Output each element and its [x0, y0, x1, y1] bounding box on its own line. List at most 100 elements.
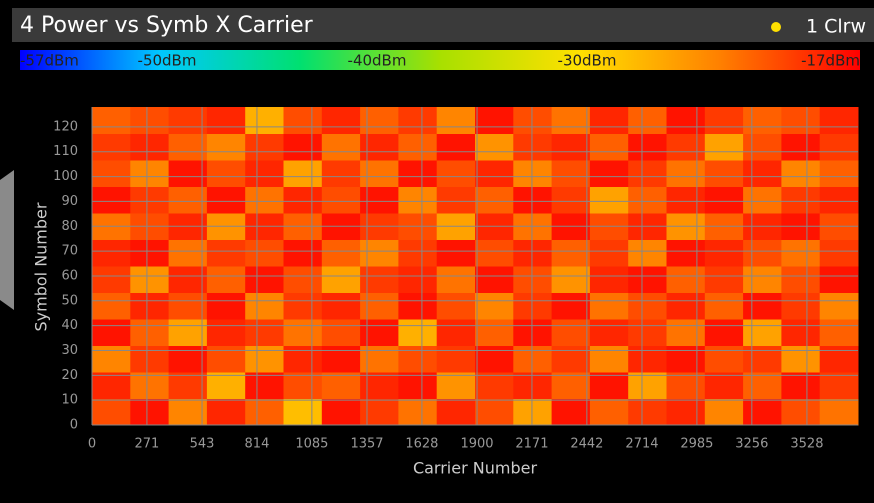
- heatmap-cell: [207, 134, 246, 161]
- heatmap-cell: [284, 240, 323, 267]
- heatmap-cell: [552, 134, 591, 161]
- heatmap-cell: [628, 107, 667, 134]
- heatmap-cell: [360, 399, 399, 426]
- heatmap-cell: [475, 293, 514, 320]
- heatmap-cell: [322, 266, 361, 293]
- y-tick-label: 70: [61, 244, 78, 259]
- heatmap-cell: [92, 293, 131, 320]
- heatmap-cell: [590, 160, 629, 187]
- heatmap-cell: [820, 187, 859, 214]
- heatmap-cell: [705, 134, 744, 161]
- heatmap-cell: [820, 293, 859, 320]
- heatmap-cell: [552, 346, 591, 373]
- heatmap-cell: [130, 293, 169, 320]
- y-axis-label: Symbol Number: [32, 202, 51, 331]
- heatmap-cell: [475, 107, 514, 134]
- heatmap-cell: [705, 293, 744, 320]
- heatmap-cell: [130, 372, 169, 399]
- heatmap-cell: [552, 107, 591, 134]
- x-tick-label: 3528: [790, 437, 823, 452]
- heatmap-cell: [820, 107, 859, 134]
- heatmap-cell: [590, 107, 629, 134]
- colorbar-tick-label: -40dBm: [348, 52, 407, 70]
- heatmap-cell: [590, 346, 629, 373]
- heatmap-cell: [322, 240, 361, 267]
- y-tick-label: 50: [61, 293, 78, 308]
- y-tick-label: 80: [61, 219, 78, 234]
- x-tick-label: 2985: [680, 437, 713, 452]
- heatmap-cell: [130, 319, 169, 346]
- colorbar-tick-label: -17dBm: [801, 52, 860, 70]
- heatmap-cell: [781, 372, 820, 399]
- heatmap-cell: [475, 134, 514, 161]
- heatmap-cell: [513, 266, 552, 293]
- heatmap-cell: [590, 240, 629, 267]
- heatmap-cell: [628, 372, 667, 399]
- heatmap-cell: [284, 160, 323, 187]
- heatmap-cell: [781, 293, 820, 320]
- heatmap-cell: [437, 399, 476, 426]
- heatmap-cell: [207, 319, 246, 346]
- heatmap-cell: [705, 160, 744, 187]
- heatmap-cell: [628, 319, 667, 346]
- heatmap-cell: [628, 160, 667, 187]
- page: 4 Power vs Symb X Carrier 1 Clrw Carrier…: [0, 0, 874, 503]
- heatmap-cell: [245, 346, 284, 373]
- heatmap-cell: [322, 187, 361, 214]
- heatmap-cell: [475, 319, 514, 346]
- heatmap-cell: [207, 107, 246, 134]
- x-tick-label: 543: [190, 437, 215, 452]
- heatmap-cell: [781, 160, 820, 187]
- heatmap-cell: [398, 293, 437, 320]
- heatmap-cell: [130, 187, 169, 214]
- heatmap-cell: [437, 107, 476, 134]
- heatmap-cell: [705, 266, 744, 293]
- heatmap-cell: [667, 372, 706, 399]
- y-tick-label: 90: [61, 194, 78, 209]
- heatmap-cell: [781, 240, 820, 267]
- trace-label: 1 Clrw: [806, 16, 866, 38]
- heatmap-cell: [92, 160, 131, 187]
- heatmap-cell: [437, 240, 476, 267]
- heatmap-cell: [820, 346, 859, 373]
- heatmap-cell: [513, 399, 552, 426]
- heatmap-cell: [552, 187, 591, 214]
- heatmap-cell: [475, 399, 514, 426]
- y-tick-label: 10: [61, 393, 78, 408]
- heatmap-cell: [398, 160, 437, 187]
- heatmap-cell: [705, 319, 744, 346]
- heatmap-cell: [245, 160, 284, 187]
- heatmap-cell: [590, 399, 629, 426]
- heatmap-cell: [667, 107, 706, 134]
- heatmap-cell: [130, 399, 169, 426]
- heatmap-cell: [437, 160, 476, 187]
- chart: 4 Power vs Symb X Carrier 1 Clrw Carrier…: [0, 0, 874, 503]
- heatmap-cell: [743, 160, 782, 187]
- heatmap-cell: [437, 346, 476, 373]
- y-tick-label: 20: [61, 368, 78, 383]
- heatmap-cell: [667, 293, 706, 320]
- colorbar-tick-label: -50dBm: [138, 52, 197, 70]
- heatmap-cell: [552, 266, 591, 293]
- side-tab: [0, 170, 14, 310]
- heatmap-cell: [245, 107, 284, 134]
- heatmap-cell: [743, 372, 782, 399]
- heatmap-cell: [705, 240, 744, 267]
- heatmap-cell: [590, 319, 629, 346]
- heatmap-cell: [207, 372, 246, 399]
- heatmap-cell: [322, 372, 361, 399]
- heatmap-cell: [92, 319, 131, 346]
- heatmap-cell: [322, 160, 361, 187]
- y-tick-label: 40: [61, 318, 78, 333]
- heatmap-cell: [667, 266, 706, 293]
- heatmap-cell: [513, 240, 552, 267]
- heatmap-cell: [513, 107, 552, 134]
- y-tick-label: 30: [61, 343, 78, 358]
- heatmap-cell: [92, 266, 131, 293]
- colorbar-tick-label: -30dBm: [558, 52, 617, 70]
- heatmap-cell: [360, 319, 399, 346]
- heatmap-cell: [207, 399, 246, 426]
- heatmap-cell: [552, 160, 591, 187]
- heatmap-cell: [245, 399, 284, 426]
- heatmap-cell: [398, 240, 437, 267]
